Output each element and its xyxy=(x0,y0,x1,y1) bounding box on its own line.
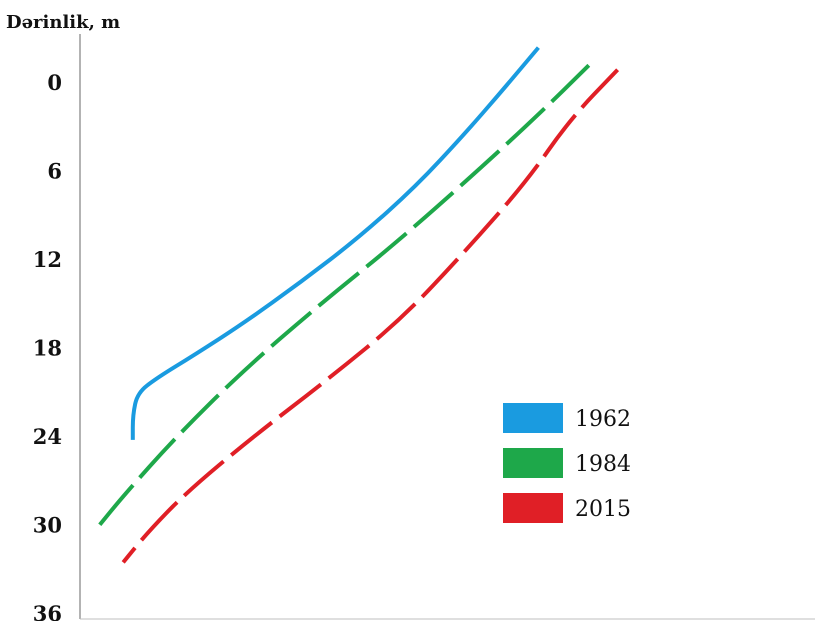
y-tick-label: 12 xyxy=(33,247,62,272)
legend: 1962 1984 2015 xyxy=(503,403,631,523)
series-line-2015 xyxy=(121,68,620,564)
series-line-1984 xyxy=(97,63,591,527)
y-tick-label: 6 xyxy=(47,159,62,184)
legend-label-1984: 1984 xyxy=(575,452,631,477)
y-tick-label: 36 xyxy=(33,601,62,621)
legend-swatch-2015 xyxy=(503,493,563,523)
legend-swatch-1984 xyxy=(503,448,563,478)
y-tick-label: 0 xyxy=(47,70,62,95)
legend-swatch-1962 xyxy=(503,403,563,433)
y-tick-label: 18 xyxy=(33,336,62,361)
y-tick-label: 24 xyxy=(33,424,62,449)
legend-label-1962: 1962 xyxy=(575,407,631,432)
y-tick-labels: 0 6 12 18 24 30 36 xyxy=(33,70,62,621)
series-line-1962 xyxy=(130,46,540,440)
legend-label-2015: 2015 xyxy=(575,497,631,522)
y-tick-label: 30 xyxy=(33,513,62,538)
series-lines xyxy=(97,46,620,564)
y-axis-title: Dərinlik, m xyxy=(6,12,120,33)
